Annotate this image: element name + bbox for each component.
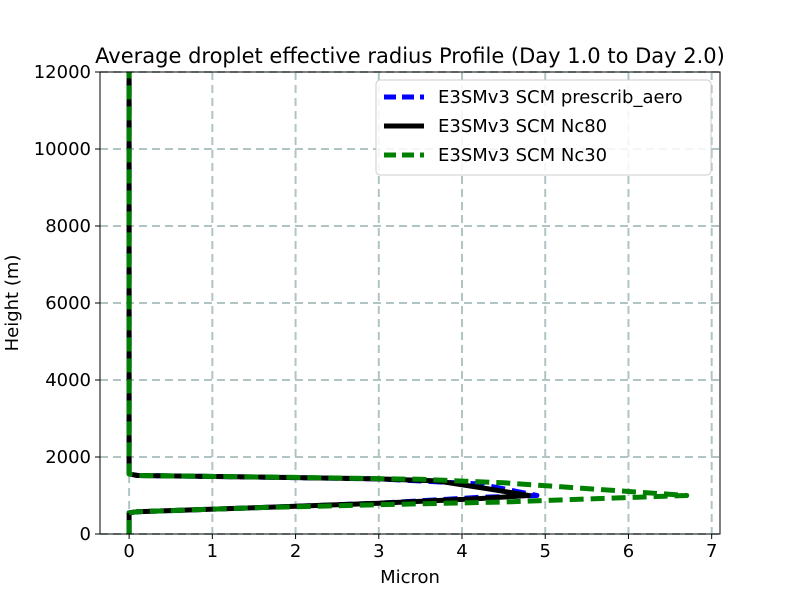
chart-title: Average droplet effective radius Profile…	[95, 44, 725, 68]
x-tick-label: 6	[623, 541, 634, 562]
x-tick-label: 1	[207, 541, 218, 562]
x-tick-label: 3	[373, 541, 384, 562]
legend: E3SMv3 SCM prescrib_aero E3SMv3 SCM Nc80 E…	[375, 79, 712, 176]
y-tick-label: 0	[80, 524, 91, 545]
y-tick-label: 8000	[45, 216, 91, 237]
y-tick-label: 12000	[34, 62, 91, 83]
x-tick-label: 4	[456, 541, 467, 562]
y-tick-label: 10000	[34, 139, 91, 160]
x-tick-label: 7	[706, 541, 717, 562]
y-tick-label: 4000	[45, 370, 91, 391]
y-tick-label: 2000	[45, 447, 91, 468]
x-axis-title: Micron	[380, 567, 440, 588]
series-lines	[126, 72, 690, 534]
ticks: 0 1 2 3 4 5 6 7 0 2000 4000 6000 8000 10000 12000	[34, 62, 718, 562]
legend-label: E3SMv3 SCM Nc80	[438, 116, 607, 137]
y-axis-title: Height (m)	[2, 255, 23, 352]
x-tick-label: 0	[123, 541, 134, 562]
x-tick-label: 5	[540, 541, 551, 562]
series-line-3	[126, 72, 690, 534]
legend-box	[375, 79, 712, 176]
y-tick-label: 6000	[45, 293, 91, 314]
x-tick-label: 2	[290, 541, 301, 562]
legend-label: E3SMv3 SCM prescrib_aero	[438, 87, 683, 108]
legend-label: E3SMv3 SCM Nc30	[438, 145, 607, 166]
